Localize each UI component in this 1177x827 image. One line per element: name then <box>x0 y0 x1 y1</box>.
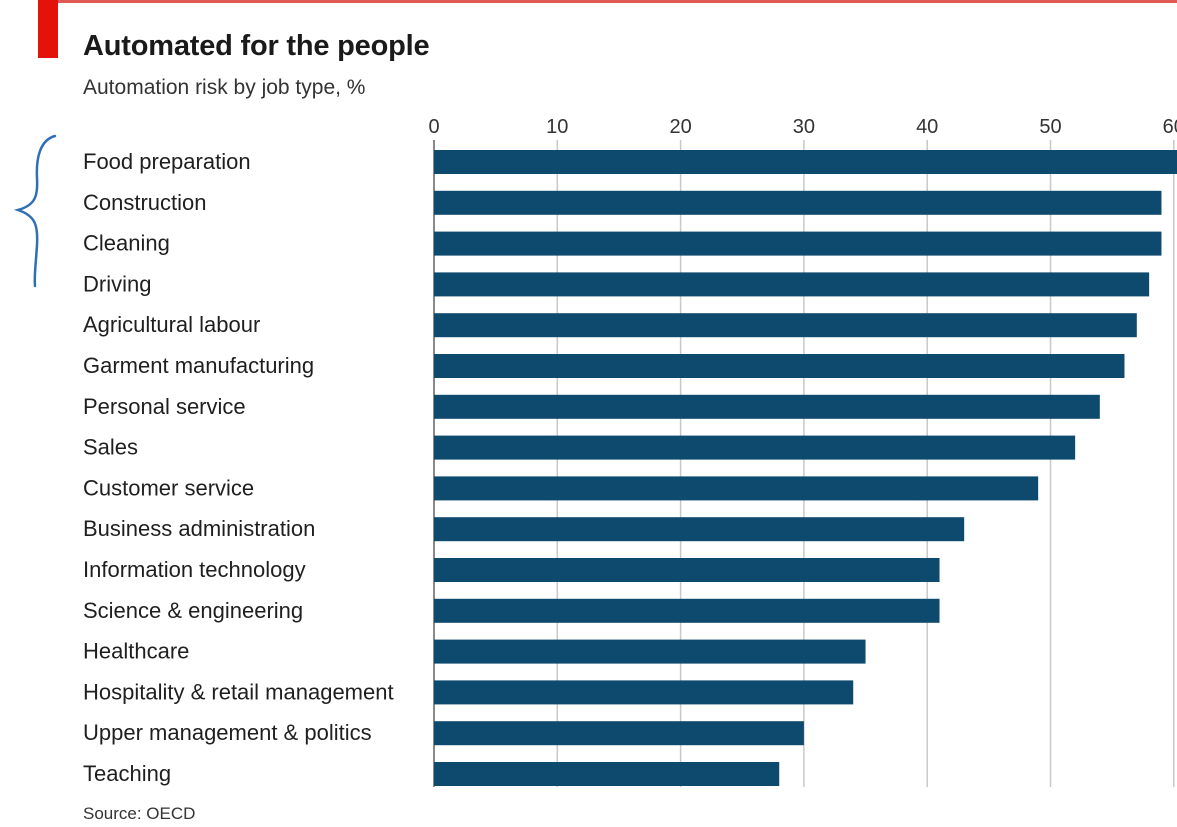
category-label: Agricultural labour <box>83 312 260 337</box>
bar <box>434 598 940 623</box>
category-label: Science & engineering <box>83 598 303 623</box>
category-label: Garment manufacturing <box>83 353 314 378</box>
chart-title: Automated for the people <box>83 30 430 62</box>
bar <box>434 680 854 705</box>
category-label: Driving <box>83 271 151 296</box>
x-axis-ticks: 0 10 20 30 40 50 60 <box>428 116 1177 138</box>
category-label: Business administration <box>83 516 315 541</box>
bar <box>434 721 804 746</box>
category-label: Healthcare <box>83 639 189 664</box>
x-tick-label: 40 <box>916 116 938 138</box>
category-label: Information technology <box>83 557 306 582</box>
bars <box>434 150 1177 786</box>
bar <box>434 150 1177 174</box>
bar <box>434 354 1125 378</box>
x-tick-label: 50 <box>1039 116 1061 138</box>
category-label: Cleaning <box>83 231 170 256</box>
x-tick-label: 60 <box>1163 116 1177 138</box>
category-label: Personal service <box>83 394 246 419</box>
category-labels: Food preparation Construction Cleaning Driv… <box>83 149 394 786</box>
bar <box>434 476 1039 501</box>
bar <box>434 231 1162 256</box>
category-label: Teaching <box>83 761 171 786</box>
category-label: Sales <box>83 435 138 460</box>
bar <box>434 313 1137 338</box>
x-tick-label: 30 <box>793 116 815 138</box>
category-label: Customer service <box>83 475 254 500</box>
bar <box>434 272 1150 297</box>
category-label: Food preparation <box>83 149 251 174</box>
bar <box>434 435 1076 460</box>
red-tag <box>38 0 58 58</box>
bar <box>434 517 965 542</box>
curly-brace-annotation <box>13 134 57 288</box>
bar-chart: 0 10 20 30 40 50 60 Food preparation Constructi… <box>13 116 1177 787</box>
category-label: Construction <box>83 190 207 215</box>
bar <box>434 190 1162 215</box>
category-label: Hospitality & retail management <box>83 679 394 704</box>
x-tick-label: 0 <box>428 116 439 138</box>
bar <box>434 394 1100 419</box>
bar <box>434 762 780 786</box>
category-label: Upper management & politics <box>83 720 372 745</box>
x-tick-label: 20 <box>669 116 691 138</box>
top-rule <box>58 0 1177 3</box>
bar <box>434 639 866 664</box>
source-note: Source: OECD <box>83 804 196 823</box>
bar <box>434 558 940 582</box>
chart-subtitle: Automation risk by job type, % <box>83 76 366 99</box>
x-tick-label: 10 <box>546 116 568 138</box>
